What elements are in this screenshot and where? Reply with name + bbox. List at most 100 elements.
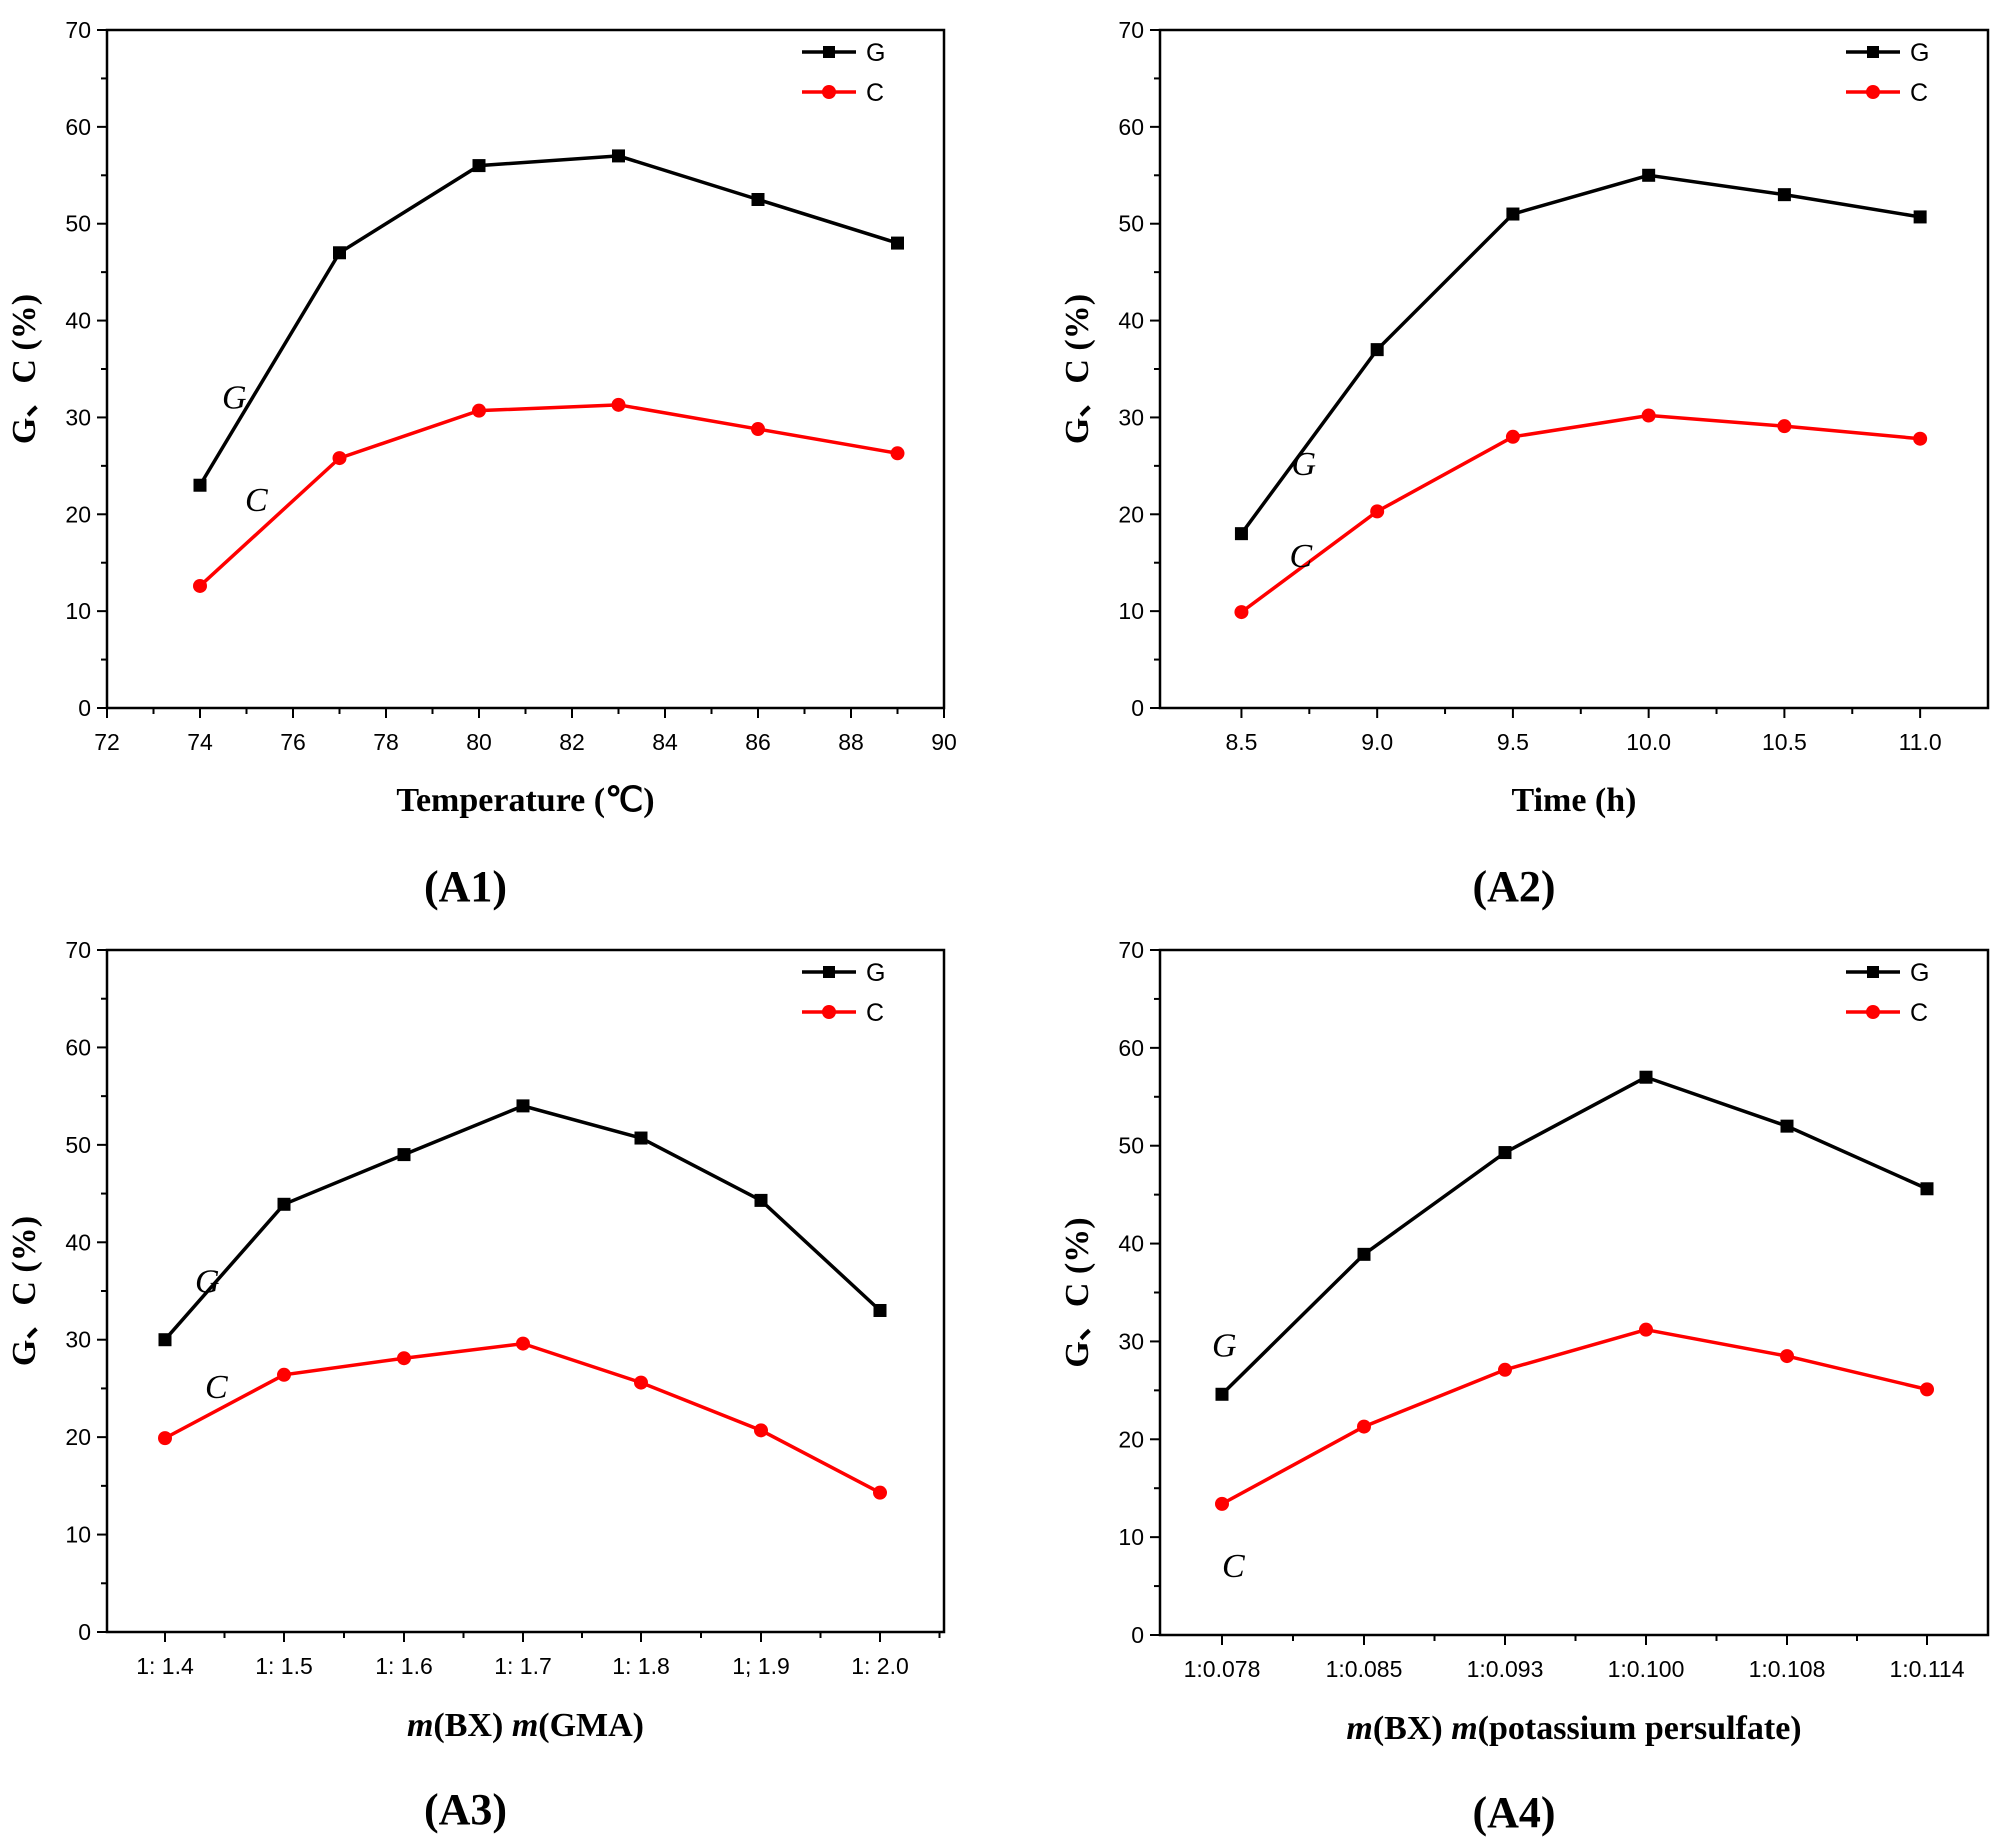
y-tick-label: 0 xyxy=(1131,1622,1144,1648)
data-point-G xyxy=(1920,1182,1934,1196)
plot-frame xyxy=(1158,948,1990,1637)
panel-label: (A2) xyxy=(1472,862,1555,911)
data-point-C xyxy=(1920,1382,1934,1397)
series-line-C xyxy=(1221,1327,1928,1506)
x-tick-label: 10.0 xyxy=(1626,729,1671,755)
panel-label: (A4) xyxy=(1472,1788,1555,1837)
legend: GC xyxy=(802,39,885,107)
x-tick-label: 1:0.093 xyxy=(1467,1656,1544,1682)
x-tick-label: 1: 1.6 xyxy=(375,1653,433,1679)
y-tick-label: 30 xyxy=(65,404,91,430)
series-annotation-C: C xyxy=(245,482,268,519)
data-point-G xyxy=(612,149,625,163)
x-tick-label: 86 xyxy=(745,729,771,755)
y-tick-label: 60 xyxy=(65,1034,91,1060)
legend-marker-C xyxy=(1866,1005,1880,1019)
series-annotation-G: G xyxy=(1212,1327,1237,1364)
x-axis-title-part: (BX) xyxy=(433,1707,503,1744)
series-line-C xyxy=(164,1341,881,1495)
y-tick-label: 50 xyxy=(65,211,91,237)
data-point-G xyxy=(1234,527,1248,541)
legend-marker-C xyxy=(822,1005,836,1019)
x-tick-label: 1:0.078 xyxy=(1184,1656,1261,1682)
x-axis-title-part: m xyxy=(407,1707,433,1744)
plot-frame xyxy=(105,28,946,710)
series-annotation-C: C xyxy=(205,1369,228,1406)
x-axis-title-part: m xyxy=(512,1707,538,1744)
series-line-G xyxy=(163,1104,882,1341)
data-point-C xyxy=(1234,605,1249,620)
data-point-C xyxy=(1639,1322,1653,1337)
y-tick-label: 60 xyxy=(1118,114,1144,140)
data-point-C xyxy=(1777,419,1792,434)
data-point-C xyxy=(158,1431,172,1446)
x-tick-label: 1:0.085 xyxy=(1326,1656,1403,1682)
data-point-C xyxy=(332,451,347,466)
x-axis-title-part: (GMA) xyxy=(538,1707,644,1744)
y-tick-label: 50 xyxy=(1118,211,1144,237)
x-axis-title-separator xyxy=(1443,1710,1452,1747)
data-point-C xyxy=(1780,1349,1794,1364)
data-point-G xyxy=(193,478,207,492)
data-point-G xyxy=(158,1333,172,1347)
x-axis-title-separator xyxy=(503,1707,512,1744)
x-axis-title-part: m xyxy=(1346,1710,1372,1747)
x-axis-title: Time (h) xyxy=(1512,782,1637,819)
x-tick-label: 76 xyxy=(280,729,306,755)
data-point-G xyxy=(397,1148,411,1162)
legend-marker-G xyxy=(1867,966,1879,978)
x-tick-label: 1: 1.5 xyxy=(255,1653,313,1679)
x-tick-label: 1:0.114 xyxy=(1889,1656,1964,1682)
x-axis-title-part: (potassium persulfate) xyxy=(1478,1710,1802,1747)
y-tick-label: 30 xyxy=(1118,1328,1144,1354)
data-point-G xyxy=(1357,1247,1371,1261)
y-tick-label: 0 xyxy=(78,1619,91,1645)
data-point-C xyxy=(611,397,626,412)
panel-label: (A3) xyxy=(424,1785,507,1834)
data-point-G xyxy=(1498,1146,1512,1160)
series-annotation-G: G xyxy=(222,380,247,417)
data-point-G xyxy=(1913,210,1927,224)
x-axis-title: Temperature (℃) xyxy=(396,782,654,819)
y-tick-label: 50 xyxy=(1118,1133,1144,1159)
chart-panel-4: 0 10 20 30 40 50 60 70 1:0.078 1:0.085 1:0.093 1:0.… xyxy=(1059,937,1990,1837)
legend: GC xyxy=(1846,959,1929,1027)
x-tick-label: 10.5 xyxy=(1762,729,1807,755)
data-point-C xyxy=(193,578,207,593)
series-line-C xyxy=(1240,413,1921,614)
x-tick-label: 1: 1.8 xyxy=(612,1653,670,1679)
y-tick-label: 20 xyxy=(1118,501,1144,527)
legend-label-G: G xyxy=(866,39,885,67)
x-axis-title: m(BX) m(potassium persulfate) xyxy=(1346,1710,1801,1747)
y-tick-label: 20 xyxy=(65,501,91,527)
y-tick-label: 50 xyxy=(65,1132,91,1158)
data-point-C xyxy=(472,403,486,418)
data-point-C xyxy=(277,1367,291,1382)
y-axis-title: G、C (%) xyxy=(1059,1217,1096,1367)
legend-marker-C xyxy=(822,85,836,99)
x-tick-label: 78 xyxy=(373,729,399,755)
y-tick-label: 70 xyxy=(65,937,91,963)
data-point-C xyxy=(1913,431,1928,446)
y-tick-label: 20 xyxy=(65,1424,91,1450)
data-point-C xyxy=(873,1485,887,1500)
data-point-G xyxy=(472,159,486,173)
data-point-C xyxy=(516,1336,530,1351)
data-point-G xyxy=(751,193,765,206)
data-point-G xyxy=(1642,168,1656,182)
legend-label-G: G xyxy=(1910,959,1929,987)
legend-label-G: G xyxy=(866,959,885,987)
legend-label-C: C xyxy=(866,79,884,107)
y-tick-label: 70 xyxy=(1118,937,1144,963)
series-line-G xyxy=(1240,173,1921,535)
legend-label-C: C xyxy=(1910,999,1928,1027)
data-point-G xyxy=(277,1197,291,1211)
y-tick-label: 70 xyxy=(65,17,91,43)
legend: GC xyxy=(802,959,885,1027)
y-tick-label: 10 xyxy=(1118,1524,1144,1550)
x-axis-title-part: m xyxy=(1451,1710,1477,1747)
x-tick-label: 88 xyxy=(838,729,864,755)
data-point-G xyxy=(634,1131,648,1145)
